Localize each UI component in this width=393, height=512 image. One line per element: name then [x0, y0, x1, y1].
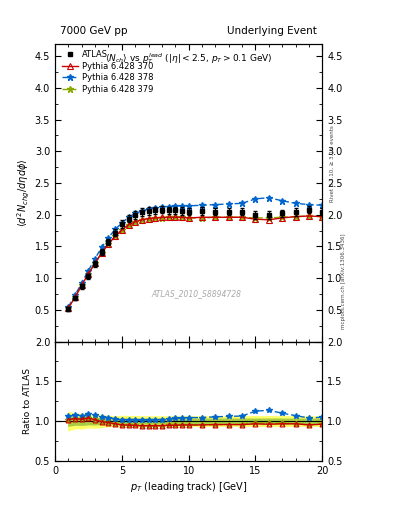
X-axis label: $p_T$ (leading track) [GeV]: $p_T$ (leading track) [GeV]	[130, 480, 247, 494]
Y-axis label: Ratio to ATLAS: Ratio to ATLAS	[23, 368, 32, 434]
Text: $\langle N_{ch}\rangle$ vs $p_T^{lead}$ ($|\eta| < 2.5$, $p_T > 0.1$ GeV): $\langle N_{ch}\rangle$ vs $p_T^{lead}$ …	[105, 51, 272, 66]
Text: Rivet 3.1.10, ≥ 3.1M events: Rivet 3.1.10, ≥ 3.1M events	[330, 125, 334, 202]
Text: ATLAS_2010_S8894728: ATLAS_2010_S8894728	[152, 289, 242, 298]
Text: 7000 GeV pp: 7000 GeV pp	[61, 26, 128, 36]
Y-axis label: $\langle d^2 N_{chg}/d\eta d\phi \rangle$: $\langle d^2 N_{chg}/d\eta d\phi \rangle…	[16, 158, 32, 227]
Text: mcplots.cern.ch [arXiv:1306.3436]: mcplots.cern.ch [arXiv:1306.3436]	[342, 234, 346, 329]
Text: Underlying Event: Underlying Event	[227, 26, 317, 36]
Legend: ATLAS, Pythia 6.428 370, Pythia 6.428 378, Pythia 6.428 379: ATLAS, Pythia 6.428 370, Pythia 6.428 37…	[59, 48, 156, 96]
